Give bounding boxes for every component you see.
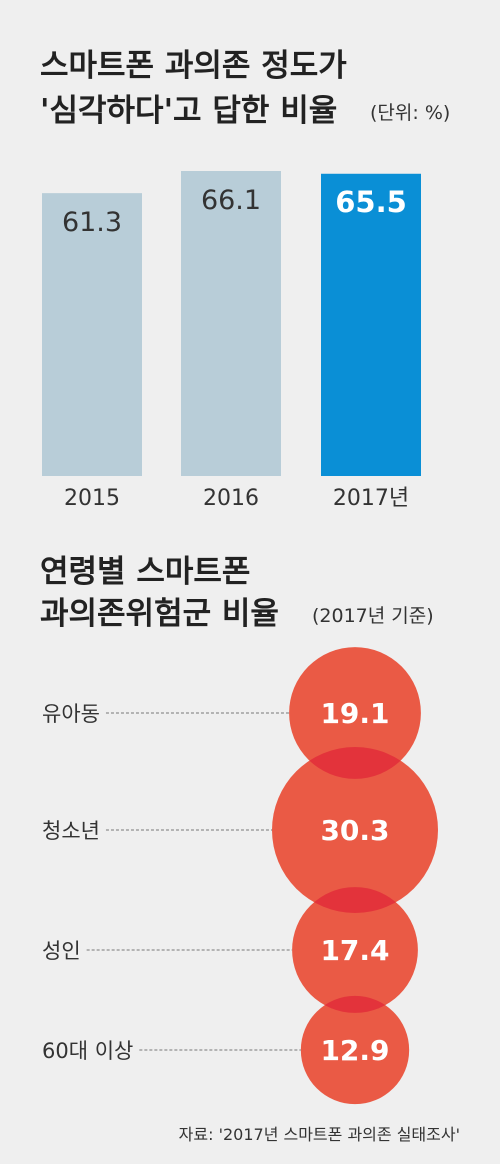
bar-2016 <box>181 171 281 476</box>
category-label: 청소년 <box>42 819 100 843</box>
bar-2017년 <box>321 173 421 476</box>
bubble-value-label: 12.9 <box>320 1034 389 1067</box>
bubble-chart-title-line2: 과의존위험군 비율 <box>40 596 279 632</box>
bubble-chart-title-line1: 연령별 스마트폰 <box>40 554 250 590</box>
bar-chart: 61.3 2015 66.1 2016 65.5 2017년 <box>42 171 421 511</box>
x-tick-label: 2016 <box>203 486 259 511</box>
category-label: 성인 <box>42 939 81 963</box>
bar-value-label: 66.1 <box>201 185 261 216</box>
bar-chart-title-line2: '심각하다'고 답한 비율 <box>40 93 337 129</box>
bar-value-label: 65.5 <box>335 185 407 219</box>
bubble-chart-unit: (2017년 기준) <box>312 605 434 627</box>
bar-2015 <box>42 193 142 476</box>
bubble-chart: 유아동 19.1 청소년 30.3 성인 17.4 60대 이상 12.9 <box>42 647 438 1105</box>
category-label: 유아동 <box>42 702 100 726</box>
bubble-성인 <box>292 887 418 1013</box>
bubble-60대 이상 <box>300 995 410 1105</box>
x-tick-label: 2017년 <box>333 486 409 511</box>
bubble-유아동 <box>289 647 421 779</box>
x-tick-label: 2015 <box>64 486 120 511</box>
bubble-value-label: 30.3 <box>320 814 389 847</box>
bubble-value-label: 19.1 <box>320 697 389 730</box>
bar-value-label: 61.3 <box>62 207 122 238</box>
bar-chart-title-line1: 스마트폰 과의존 정도가 <box>40 48 347 84</box>
bubble-청소년 <box>272 747 438 913</box>
source-note: 자료: '2017년 스마트폰 과의존 실태조사' <box>179 1125 460 1144</box>
bubble-value-label: 17.4 <box>320 934 389 967</box>
bar-chart-unit: (단위: %) <box>370 102 450 124</box>
category-label: 60대 이상 <box>42 1039 133 1063</box>
